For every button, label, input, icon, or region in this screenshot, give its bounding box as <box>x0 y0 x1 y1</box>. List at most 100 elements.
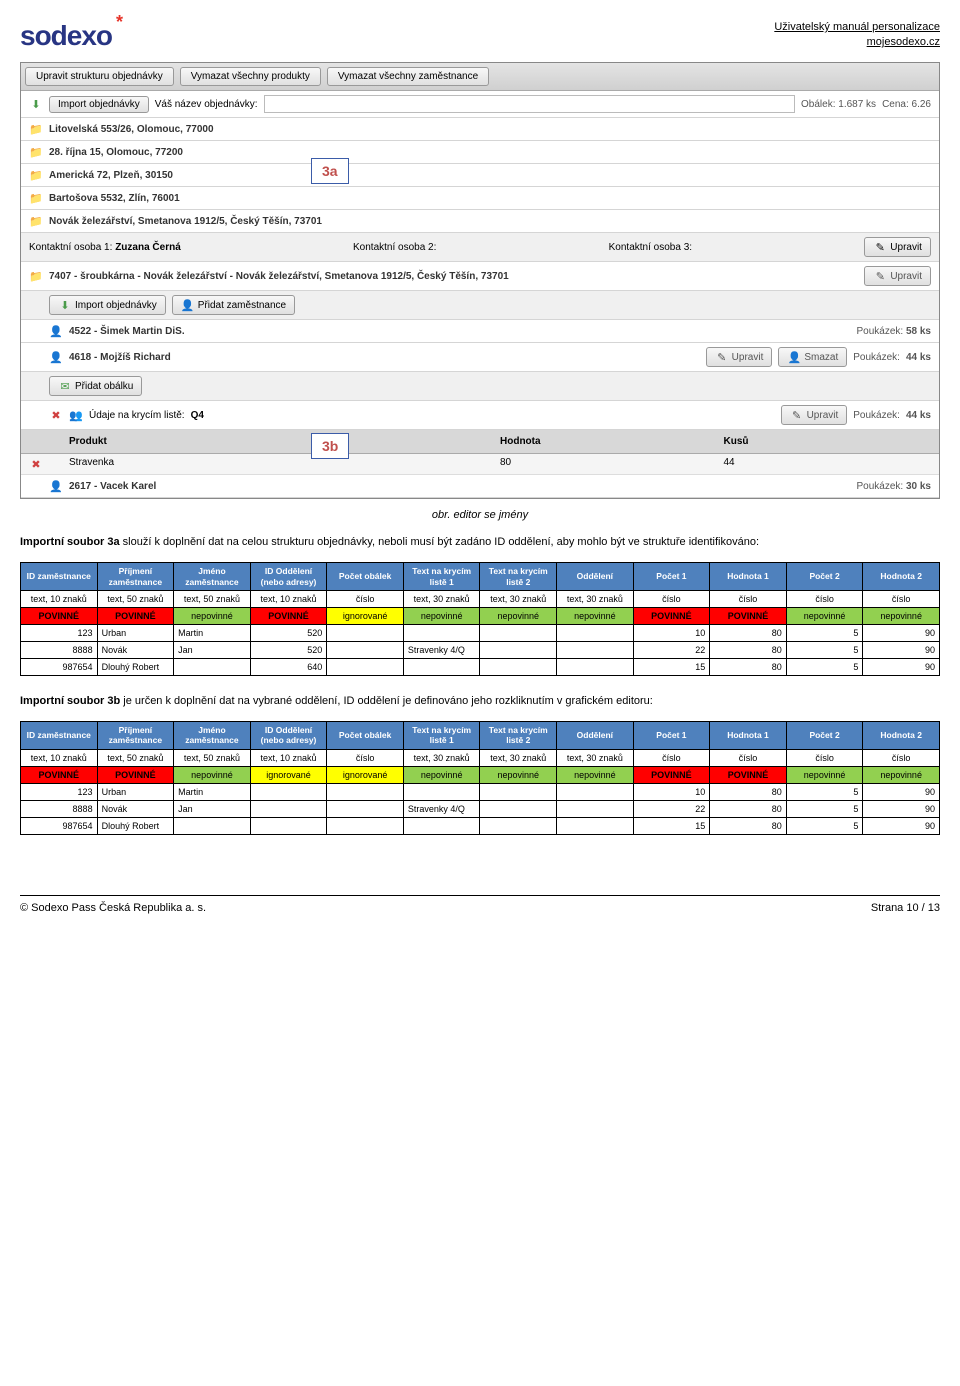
spec-type-cell: text, 30 znaků <box>403 749 480 766</box>
close-icon[interactable]: ✖ <box>49 408 63 422</box>
spec-table-3a: ID zaměstnancePříjmení zaměstnanceJméno … <box>20 562 940 675</box>
spec-data-cell <box>403 817 480 834</box>
spec-data-cell: 80 <box>710 783 787 800</box>
spec-data-cell <box>250 783 327 800</box>
contact1-value: Zuzana Černá <box>115 242 181 253</box>
spec-data-cell: 80 <box>710 817 787 834</box>
import-order-button[interactable]: Import objednávky <box>49 96 149 113</box>
spec-data-cell <box>557 624 634 641</box>
spec-data-cell: 5 <box>786 624 863 641</box>
voucher-label: Poukázek: <box>853 410 900 421</box>
edit-cover-button[interactable]: ✎Upravit <box>781 405 848 425</box>
folder-icon: 📁 <box>29 168 43 182</box>
voucher-value: 44 ks <box>906 352 931 363</box>
add-envelope-button[interactable]: ✉Přidat obálku <box>49 376 142 396</box>
address-row[interactable]: 📁28. října 15, Olomouc, 77200 <box>21 141 939 164</box>
spec-data-cell: 987654 <box>21 817 98 834</box>
address-row[interactable]: 📁Novák železářství, Smetanova 1912/5, Če… <box>21 210 939 233</box>
logo-text: sodexo <box>20 20 112 52</box>
add-user-icon: 👤 <box>181 298 195 312</box>
add-employee-button[interactable]: 👤Přidat zaměstnance <box>172 295 295 315</box>
edit-dept-button[interactable]: ✎Upravit <box>864 266 931 286</box>
voucher-value: 58 ks <box>906 326 931 337</box>
address-row[interactable]: 📁Americká 72, Plzeň, 30150 <box>21 164 939 187</box>
col-value: Hodnota <box>492 433 716 450</box>
spec-header-cell: Hodnota 1 <box>710 722 787 749</box>
spec-data-cell <box>403 624 480 641</box>
folder-icon: 📁 <box>29 191 43 205</box>
col-product: Produkt <box>61 433 492 450</box>
spec-type-cell: číslo <box>710 590 787 607</box>
spec-header-cell: Počet 1 <box>633 722 710 749</box>
spec-data-cell <box>557 783 634 800</box>
spec-type-cell: text, 50 znaků <box>97 590 174 607</box>
delete-employees-button[interactable]: Vymazat všechny zaměstnance <box>327 67 489 86</box>
order-name-label: Váš název objednávky: <box>155 99 258 110</box>
spec-data-cell: 10 <box>633 783 710 800</box>
delete-products-button[interactable]: Vymazat všechny produkty <box>180 67 321 86</box>
spec-data-cell: Dlouhý Robert <box>97 817 174 834</box>
address-row[interactable]: 📁 Bartošova 5532, Zlín, 76001 <box>21 187 939 210</box>
voucher-label: Poukázek: <box>856 326 903 337</box>
spec-table-3b: ID zaměstnancePříjmení zaměstnanceJméno … <box>20 721 940 834</box>
spec-data-cell <box>557 658 634 675</box>
voucher-value: 30 ks <box>906 481 931 492</box>
delete-icon[interactable]: ✖ <box>29 457 43 471</box>
spec-data-cell: 90 <box>863 641 940 658</box>
folder-icon: 📁 <box>29 214 43 228</box>
delete-employee-button[interactable]: 👤Smazat <box>778 347 847 367</box>
cover-sheet-row: ✖ 👥 Údaje na krycím listě: Q4 ✎Upravit P… <box>21 401 939 430</box>
spec-header-cell: Hodnota 2 <box>863 563 940 590</box>
spec-header-cell: ID zaměstnance <box>21 563 98 590</box>
dept-import-button[interactable]: ⬇Import objednávky <box>49 295 166 315</box>
spec-data-cell: 987654 <box>21 658 98 675</box>
spec-type-cell: text, 10 znaků <box>250 590 327 607</box>
spec-req-cell: nepovinné <box>480 607 557 624</box>
spec-data-cell: Jan <box>174 641 251 658</box>
employee3-text: 2617 - Vacek Karel <box>69 481 156 492</box>
voucher-value: 44 ks <box>906 410 931 421</box>
address-text: Bartošova 5532, Zlín, 76001 <box>49 193 180 204</box>
spec-data-cell <box>250 800 327 817</box>
spec-data-cell <box>250 817 327 834</box>
delete-icon: 👤 <box>787 350 801 364</box>
spec-header-cell: ID zaměstnance <box>21 722 98 749</box>
spec-req-cell: nepovinné <box>863 607 940 624</box>
spec-type-cell: text, 30 znaků <box>480 749 557 766</box>
edit-contacts-button[interactable]: ✎Upravit <box>864 237 931 257</box>
spec-req-cell: POVINNÉ <box>633 607 710 624</box>
spec-type-cell: číslo <box>710 749 787 766</box>
spec-req-cell: POVINNÉ <box>21 607 98 624</box>
spec-data-cell: 520 <box>250 641 327 658</box>
import-icon: ⬇ <box>29 97 43 111</box>
spec-data-cell: 15 <box>633 658 710 675</box>
spec-data-cell <box>557 800 634 817</box>
spec-data-cell: Dlouhý Robert <box>97 658 174 675</box>
spec-data-cell <box>557 641 634 658</box>
folder-icon: 📁 <box>29 269 43 283</box>
spec-data-cell: Martin <box>174 624 251 641</box>
spec-type-cell: číslo <box>786 749 863 766</box>
spec-req-cell: POVINNÉ <box>97 766 174 783</box>
spec-data-cell: 520 <box>250 624 327 641</box>
edit-structure-button[interactable]: Upravit strukturu objednávky <box>25 67 174 86</box>
order-name-input[interactable] <box>264 95 795 113</box>
callout-3b: 3b <box>311 433 349 459</box>
product-value: 80 <box>492 454 716 474</box>
address-row[interactable]: 📁Litovelská 553/26, Olomouc, 77000 <box>21 118 939 141</box>
spec-data-cell: 5 <box>786 641 863 658</box>
user-icon: 👤 <box>49 324 63 338</box>
spec-data-cell: 8888 <box>21 641 98 658</box>
spec-data-cell: Martin <box>174 783 251 800</box>
edit-employee-button[interactable]: ✎Upravit <box>706 347 773 367</box>
doc-title: Uživatelský manuál personalizace mojesod… <box>774 20 940 51</box>
envelope-count: Obálek: 1.687 ks <box>801 99 876 110</box>
spec-type-cell: text, 10 znaků <box>21 590 98 607</box>
spec-data-cell: 8888 <box>21 800 98 817</box>
cover-label: Údaje na krycím listě: <box>89 410 185 421</box>
spec-data-cell: 80 <box>710 800 787 817</box>
spec-req-cell: POVINNÉ <box>710 607 787 624</box>
spec-data-cell <box>174 658 251 675</box>
paragraph-3a: Importní soubor 3a slouží k doplnění dat… <box>20 535 940 550</box>
product-table-header: Produkt Hodnota Kusů <box>21 430 939 454</box>
